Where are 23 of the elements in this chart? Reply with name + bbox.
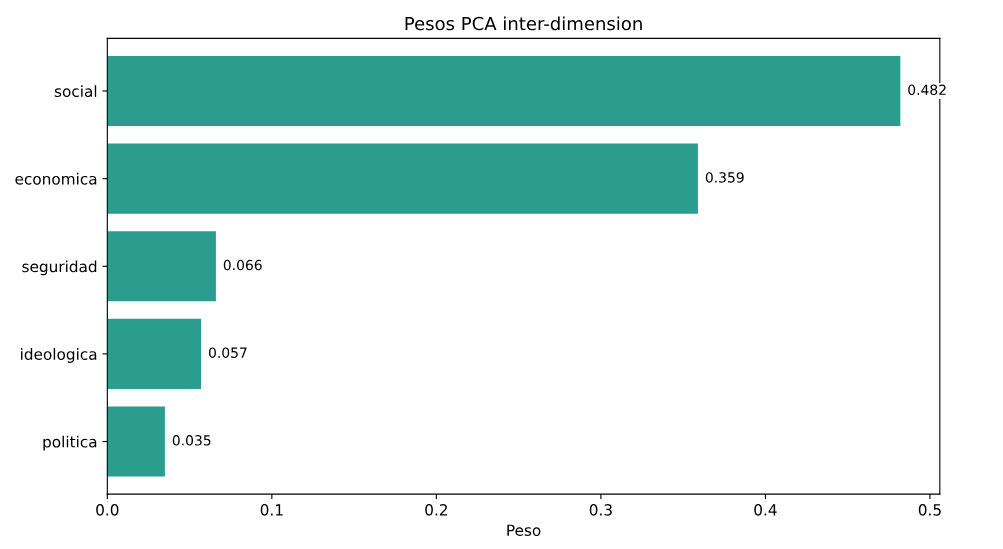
x-tick-label: 0.5 bbox=[918, 504, 941, 516]
bar bbox=[107, 231, 216, 302]
data-label: 0.359 bbox=[705, 172, 744, 183]
y-tick-label: politica bbox=[43, 435, 97, 451]
bar bbox=[107, 406, 165, 477]
chart-title: Pesos PCA inter-dimension bbox=[405, 16, 642, 31]
bar bbox=[107, 55, 901, 127]
data-label: 0.057 bbox=[208, 347, 247, 358]
bar bbox=[107, 318, 202, 389]
x-tick-label: 0.3 bbox=[589, 504, 612, 516]
data-label: 0.482 bbox=[908, 84, 946, 96]
x-tick-label: 0.2 bbox=[425, 504, 447, 516]
x-tick-label: 0.1 bbox=[260, 504, 283, 516]
y-tick-label: social bbox=[54, 85, 97, 98]
y-tick-label: economica bbox=[15, 172, 97, 185]
y-tick-label: seguridad bbox=[22, 260, 97, 276]
data-label: 0.066 bbox=[223, 259, 262, 271]
data-label: 0.035 bbox=[172, 435, 211, 446]
bar bbox=[107, 143, 698, 214]
x-axis-title: Peso bbox=[507, 524, 541, 536]
x-tick-label: 0.4 bbox=[754, 504, 777, 516]
x-tick-label: 0.0 bbox=[96, 504, 119, 516]
y-tick-label: ideologica bbox=[21, 348, 97, 363]
